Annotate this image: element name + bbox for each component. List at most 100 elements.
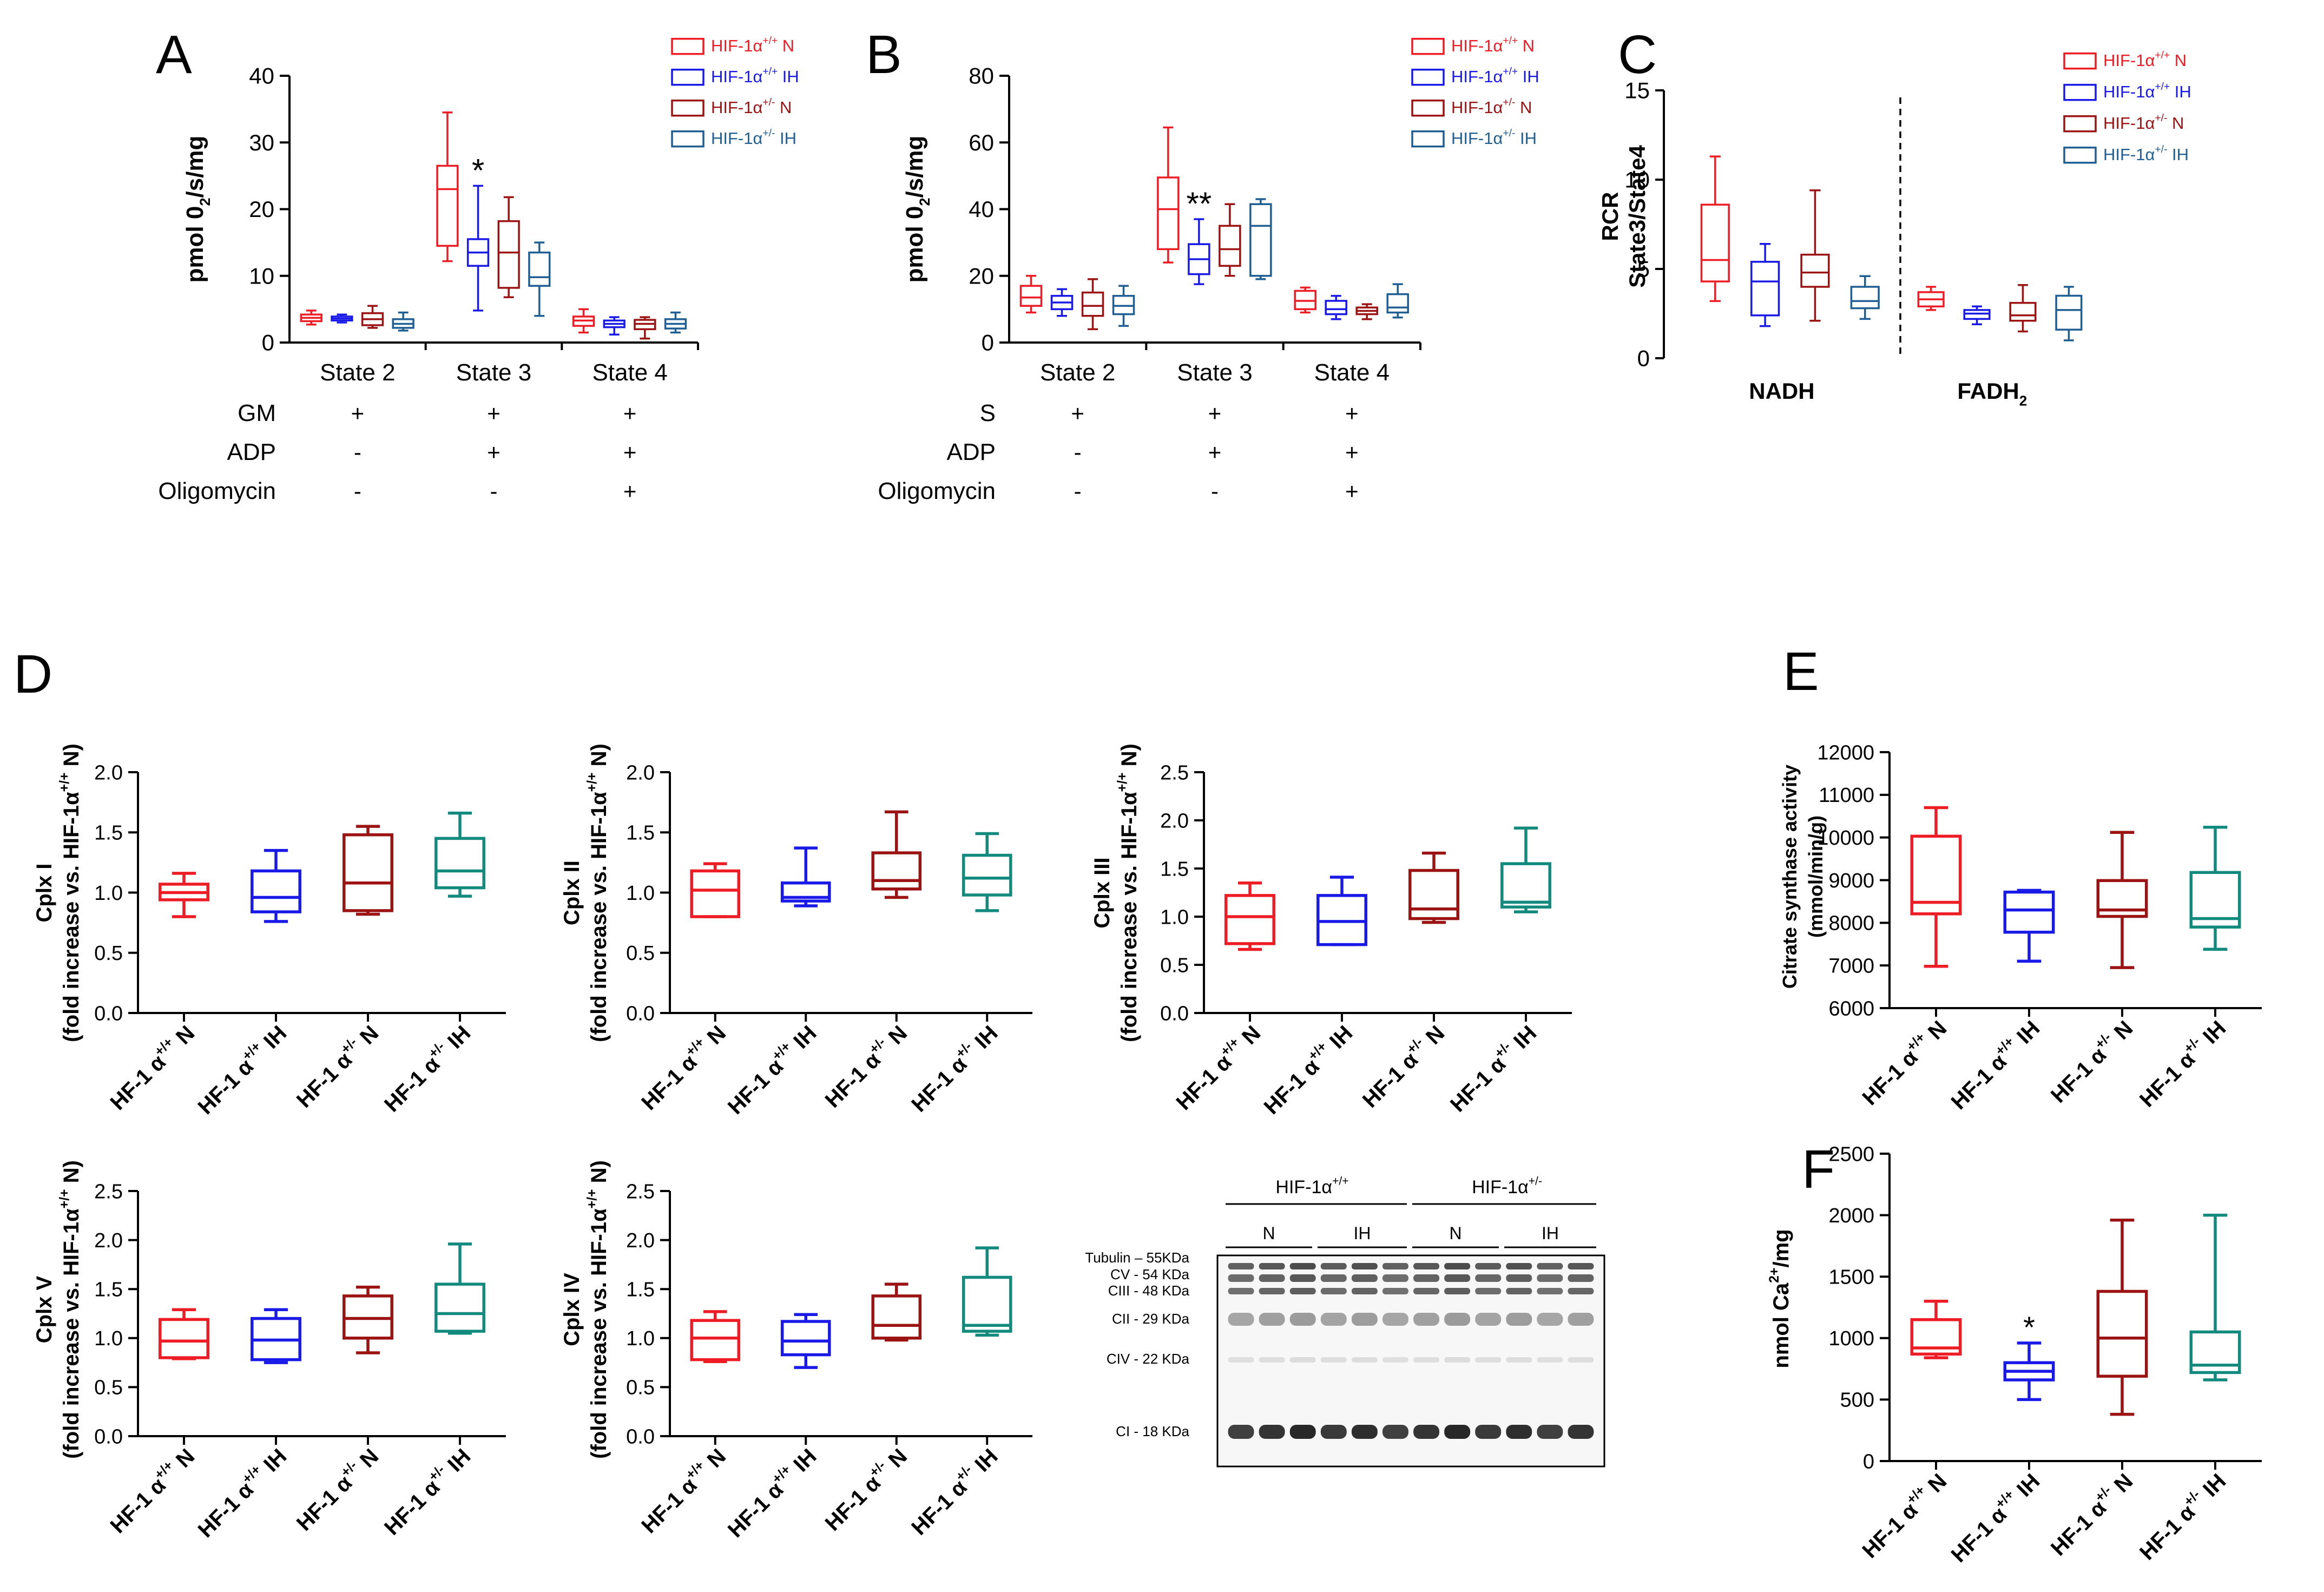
y-tick-label: 2.5 (94, 1180, 123, 1203)
box-mark (1408, 851, 1459, 924)
box-mark (1081, 278, 1104, 331)
label-part: HF-1 α (2046, 1496, 2111, 1561)
y-axis-label: pmol 02/s/mg (901, 136, 933, 283)
y-tick-label: 1.0 (626, 882, 655, 905)
label-part: +/+ (762, 66, 778, 77)
y-tick-label: 7000 (1828, 955, 1874, 977)
box-mark (1019, 275, 1043, 314)
y-tick-label: 30 (249, 130, 274, 155)
box-mark (436, 111, 459, 262)
box-body (1408, 869, 1459, 920)
treatment-mark: - (354, 439, 361, 465)
y-tick-label: 15 (1624, 78, 1650, 103)
box-body (962, 1275, 1012, 1333)
label-part: +/+ (57, 1189, 72, 1208)
label-part: HIF-1α (1451, 129, 1503, 148)
label-part: NADH (1749, 378, 1814, 404)
label-part: HF-1 α (2046, 1043, 2111, 1108)
box-body (159, 1318, 209, 1359)
legend-swatch (671, 99, 705, 117)
label-part: +/- (2155, 113, 2167, 124)
label-part: HF-1 α (1858, 1045, 1923, 1110)
y-axis-label: (mmol/min/g) (1805, 815, 1827, 938)
box-mark (1157, 126, 1180, 264)
box-body (1800, 253, 1830, 288)
box-mark (159, 872, 209, 918)
box-mark (331, 313, 353, 324)
y-tick-label: 20 (249, 196, 274, 222)
blot-band (1351, 1313, 1378, 1326)
box-mark (2189, 825, 2241, 951)
box-mark (1355, 303, 1378, 320)
label-part: /s/mg (901, 136, 928, 198)
y-tick-label: 10 (1624, 167, 1650, 193)
band-label: CII - 29 KDa (1112, 1311, 1190, 1327)
box-body (1850, 286, 1880, 310)
label-part: N (778, 36, 794, 55)
box-body (434, 837, 485, 890)
label-part: +/+ (1115, 772, 1130, 792)
label-part: HF-1 α (1947, 1502, 2012, 1567)
label-part: HF-1 α (1260, 1054, 1325, 1119)
box-mark (664, 311, 687, 334)
box-body (690, 869, 741, 918)
label-part: N) (587, 1160, 611, 1189)
label-part: N) (60, 744, 83, 772)
y-tick-label: 2.0 (94, 761, 123, 784)
label-part: N (775, 98, 792, 117)
blot-band (1568, 1263, 1594, 1269)
y-tick-label: 2.0 (626, 761, 655, 784)
label-part: /mg (1769, 1229, 1793, 1267)
label-part: (fold increase vs. HIF-1α (587, 792, 611, 1042)
y-tick-label: 1.0 (626, 1327, 655, 1350)
label-part: IH (778, 67, 799, 86)
box-body (962, 853, 1012, 897)
blot-band (1259, 1263, 1285, 1269)
label-part: IH (2170, 82, 2191, 101)
blot-band (1568, 1274, 1594, 1282)
blot-band (1259, 1425, 1285, 1439)
box-mark (603, 316, 626, 335)
legend-swatch (1411, 37, 1445, 55)
x-category-label: HF-1 α+/+ IH (1945, 1468, 2045, 1567)
legend-entry: HIF-1α+/- IH (711, 128, 796, 148)
label-part: HF-1 α (1858, 1498, 1923, 1563)
blot-sublabel: N (1262, 1223, 1275, 1243)
box-body (871, 1294, 922, 1340)
panel-letter: E (1783, 641, 1819, 702)
blot-band (1228, 1425, 1254, 1439)
box-body (2055, 294, 2083, 331)
box-mark (343, 1285, 393, 1354)
y-tick-label: 11000 (1819, 784, 1874, 807)
x-category-label: HF-1 α+/- N (2045, 1015, 2137, 1107)
blot-band (1382, 1288, 1408, 1294)
blot-band (1351, 1357, 1378, 1363)
label-part: +/+ (2155, 50, 2170, 61)
box-mark (690, 862, 741, 918)
blot-band (1228, 1288, 1254, 1294)
box-body (251, 869, 301, 913)
blot-band (1259, 1288, 1285, 1294)
label-part: HIF-1α (1451, 67, 1503, 86)
blot-band (1382, 1274, 1408, 1282)
y-tick-label: 2.0 (1160, 810, 1189, 832)
panel-letter: D (14, 644, 52, 705)
box-mark (1224, 881, 1275, 951)
box-body (1081, 291, 1104, 317)
y-tick-label: 0.0 (94, 1002, 123, 1025)
label-part: HF-1 α (194, 1054, 259, 1119)
x-category-label: HF-1 α+/- IH (2134, 1015, 2230, 1111)
box-body (2009, 301, 2037, 322)
x-category-label: HF-1 α+/+ N (1170, 1019, 1266, 1115)
box-mark (251, 848, 301, 923)
y-axis-label: nmol Ca2+/mg (1767, 1229, 1793, 1368)
label-part: +/- (2155, 144, 2167, 155)
x-category-label: State 2 (320, 359, 395, 386)
blot-band (1568, 1357, 1594, 1363)
label-part: 2 (2019, 393, 2027, 409)
blot-band (1228, 1263, 1254, 1269)
label-part: HIF-1α (711, 98, 763, 117)
treatment-mark: + (1071, 400, 1084, 426)
label-part: IH (775, 129, 796, 148)
